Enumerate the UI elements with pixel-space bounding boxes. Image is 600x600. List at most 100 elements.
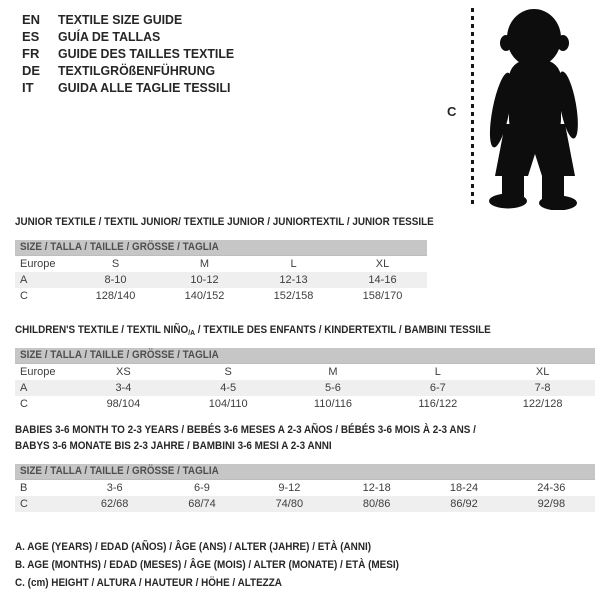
note-height-cm: C. (cm) HEIGHT / ALTURA / HAUTEUR / HÖHE… <box>15 574 442 592</box>
junior-table-title: JUNIOR TEXTILE / TEXTIL JUNIOR/ TEXTILE … <box>15 216 480 228</box>
toddler-silhouette <box>489 9 578 210</box>
lang-code: DE <box>22 63 41 78</box>
size-cell: 128/140 <box>95 290 136 302</box>
size-header-bar: SIZE / TALLA / TAILLE / GRÖSSE / TAGLIA <box>15 348 595 364</box>
title-part: CHILDREN'S TEXTILE / TEXTIL NIÑO <box>15 324 189 336</box>
size-cell: 12-18 <box>362 482 391 494</box>
size-cell: L <box>290 258 297 270</box>
size-header-bar: SIZE / TALLA / TAILLE / GRÖSSE / TAGLIA <box>15 464 595 480</box>
note-text: C. (cm) HEIGHT / ALTURA / HAUTEUR / HÖHE… <box>15 577 282 589</box>
lang-row-de: DE TEXTILGRÖßENFÜHRUNG <box>22 62 243 79</box>
babies-table-title-line2: BABYS 3-6 MONATE BIS 2-3 JAHRE / BAMBINI… <box>15 440 367 452</box>
title-part: / TEXTILE DES ENFANTS / KINDERTEXTIL / B… <box>194 324 491 336</box>
lang-code: EN <box>22 12 41 27</box>
row-label: C <box>20 498 28 510</box>
table-row-age: A 3-4 4-5 5-6 6-7 7-8 <box>15 380 595 396</box>
table-row-height: C 128/140 140/152 152/158 158/170 <box>15 288 427 304</box>
size-cell: 9-12 <box>278 482 301 494</box>
babies-table-title-line1: BABIES 3-6 MONTH TO 2-3 YEARS / BEBÉS 3-… <box>15 424 527 436</box>
size-cell: 3-4 <box>115 382 132 394</box>
size-cell: 18-24 <box>449 482 479 494</box>
lang-code: FR <box>22 46 40 61</box>
row-label: Europe <box>20 366 56 378</box>
size-cell: 92/98 <box>537 498 566 510</box>
size-cell: S <box>224 366 232 378</box>
size-cell: 158/170 <box>362 290 403 302</box>
lang-row-fr: FR GUIDE DES TAILLES TEXTILE <box>22 45 243 62</box>
size-cell: 5-6 <box>325 382 341 394</box>
size-cell: 98/104 <box>106 398 141 410</box>
size-cell: 4-5 <box>220 382 237 394</box>
size-cell: 68/74 <box>188 498 216 510</box>
note-age-months: B. AGE (MONTHS) / EDAD (MESES) / ÂGE (MO… <box>15 556 442 574</box>
size-cell: 14-16 <box>368 274 397 286</box>
note-age-years: A. AGE (YEARS) / EDAD (AÑOS) / ÂGE (ANS)… <box>15 538 442 556</box>
size-cell: 12-13 <box>279 274 308 286</box>
size-cell: 74/80 <box>275 498 304 510</box>
size-cell: XS <box>116 366 131 378</box>
lang-row-it: IT GUIDA ALLE TAGLIE TESSILI <box>22 79 243 96</box>
title-subscript: /A <box>188 328 195 337</box>
size-cell: M <box>328 366 338 378</box>
size-cell: 3-6 <box>106 482 123 494</box>
junior-table-title-text: JUNIOR TEXTILE / TEXTIL JUNIOR/ TEXTILE … <box>15 216 434 228</box>
size-cell: 6-9 <box>194 482 210 494</box>
size-cell: 86/92 <box>450 498 478 510</box>
height-marker-label: C <box>447 104 457 119</box>
size-cell: 116/122 <box>418 398 458 410</box>
table-row-height: C 62/68 68/74 74/80 80/86 86/92 92/98 <box>15 496 595 512</box>
size-cell: 6-7 <box>429 382 446 394</box>
size-cell: 62/68 <box>100 498 129 510</box>
size-cell: XL <box>375 258 390 270</box>
size-header-bar: SIZE / TALLA / TAILLE / GRÖSSE / TAGLIA <box>15 240 427 256</box>
lang-row-en: EN TEXTILE SIZE GUIDE <box>22 11 243 28</box>
table-row-age: A 8-10 10-12 12-13 14-16 <box>15 272 427 288</box>
row-label: C <box>20 290 28 302</box>
lang-row-es: ES GUÍA DE TALLAS <box>22 28 243 45</box>
row-label: A <box>20 274 28 286</box>
children-table-title-text: CHILDREN'S TEXTILE / TEXTIL NIÑO/A / TEX… <box>15 324 491 337</box>
size-cell: 140/152 <box>184 290 225 302</box>
lang-title: GUÍA DE TALLAS <box>58 29 161 44</box>
lang-title: TEXTILGRÖßENFÜHRUNG <box>58 63 216 78</box>
size-header-text: SIZE / TALLA / TAILLE / GRÖSSE / TAGLIA <box>20 241 219 253</box>
note-text: B. AGE (MONTHS) / EDAD (MESES) / ÂGE (MO… <box>15 559 399 571</box>
size-cell: 10-12 <box>190 274 219 286</box>
size-cell: 7-8 <box>534 382 551 394</box>
babies-size-table: SIZE / TALLA / TAILLE / GRÖSSE / TAGLIA … <box>15 464 595 512</box>
lang-title: GUIDA ALLE TAGLIE TESSILI <box>58 80 231 95</box>
size-header-text: SIZE / TALLA / TAILLE / GRÖSSE / TAGLIA <box>20 349 219 361</box>
size-cell: 152/158 <box>273 290 314 302</box>
junior-size-table: SIZE / TALLA / TAILLE / GRÖSSE / TAGLIA … <box>15 240 427 304</box>
size-cell: M <box>199 258 210 270</box>
size-header-text: SIZE / TALLA / TAILLE / GRÖSSE / TAGLIA <box>20 465 219 477</box>
size-cell: 104/110 <box>208 398 248 410</box>
size-cell: 80/86 <box>362 498 391 510</box>
table-row-europe: Europe XS S M L XL <box>15 364 595 380</box>
note-text: A. AGE (YEARS) / EDAD (AÑOS) / ÂGE (ANS)… <box>15 541 372 553</box>
size-cell: 110/116 <box>313 398 353 410</box>
size-cell: L <box>434 366 441 378</box>
row-label: A <box>20 382 28 394</box>
table-row-height: C 98/104 104/110 110/116 116/122 122/128 <box>15 396 595 412</box>
row-label: B <box>20 482 28 494</box>
row-label: C <box>20 398 28 410</box>
legend-notes: A. AGE (YEARS) / EDAD (AÑOS) / ÂGE (ANS)… <box>15 538 442 592</box>
babies-table-title-text: BABYS 3-6 MONATE BIS 2-3 JAHRE / BAMBINI… <box>15 440 332 452</box>
size-cell: 8-10 <box>104 274 127 286</box>
size-cell: 24-36 <box>537 482 566 494</box>
babies-table-title-text: BABIES 3-6 MONTH TO 2-3 YEARS / BEBÉS 3-… <box>15 424 476 436</box>
size-cell: 122/128 <box>522 398 563 410</box>
children-table-title: CHILDREN'S TEXTILE / TEXTIL NIÑO/A / TEX… <box>15 324 544 337</box>
table-row-months: B 3-6 6-9 9-12 12-18 18-24 24-36 <box>15 480 595 496</box>
row-label: Europe <box>20 258 56 270</box>
lang-title: GUIDE DES TAILLES TEXTILE <box>58 46 235 61</box>
lang-title: TEXTILE SIZE GUIDE <box>58 12 183 27</box>
size-cell: XL <box>535 366 550 378</box>
size-cell: S <box>111 258 120 270</box>
children-size-table: SIZE / TALLA / TAILLE / GRÖSSE / TAGLIA … <box>15 348 595 412</box>
table-row-europe: Europe S M L XL <box>15 256 427 272</box>
lang-code: ES <box>22 29 40 44</box>
language-title-list: EN TEXTILE SIZE GUIDE ES GUÍA DE TALLAS FR… <box>22 11 243 96</box>
height-measure-dashed-line <box>471 8 474 206</box>
